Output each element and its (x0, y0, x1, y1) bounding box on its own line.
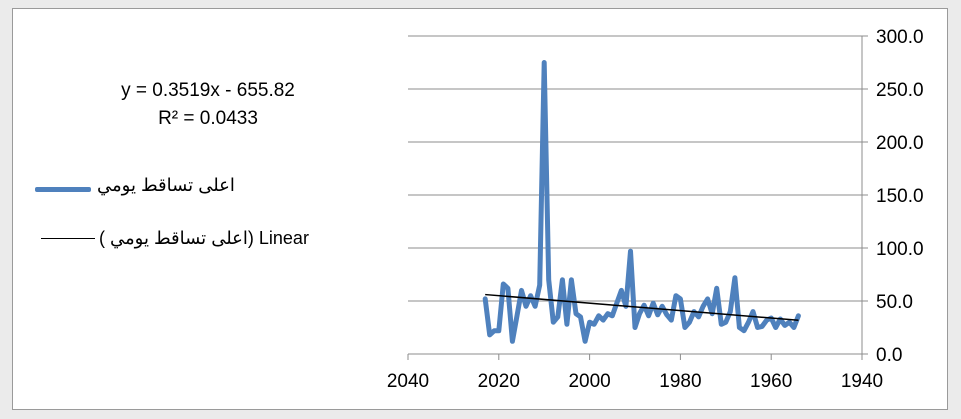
chart-area: 0.0 50.0 100.0 150.0 200.0 250.0 300.0 2040 2020… (12, 8, 948, 410)
series-line-0 (482, 60, 801, 344)
trendline (485, 293, 799, 322)
y-tick-label-1: 50.0 (876, 292, 913, 313)
legend-trend-text: ( اعلى تساقط يومي) Linear (99, 228, 309, 248)
y-tick-label-6: 300.0 (876, 27, 924, 48)
legend-series-label: اعلى تساقط يومي (97, 175, 235, 195)
x-tick-label-3: 1980 (659, 371, 701, 392)
trendline-equation: y = 0.3519x - 655.82 (121, 80, 295, 101)
plot-svg: 0.0 50.0 100.0 150.0 200.0 250.0 300.0 2040 2020… (387, 27, 924, 392)
x-tick-label-1: 2020 (478, 371, 520, 392)
trendline-r-squared: R² = 0.0433 (158, 108, 258, 129)
x-tick-label-4: 1960 (750, 371, 792, 392)
legend-trend-label: ( اعلى تساقط يومي) Linear (99, 228, 309, 249)
y-tick-label-4: 200.0 (876, 133, 924, 154)
y-tick-label-3: 150.0 (876, 186, 924, 207)
x-tick-label-0: 2040 (387, 371, 429, 392)
y-tick-label-2: 100.0 (876, 239, 924, 260)
legend-series-swatch (35, 187, 91, 192)
legend-trend-swatch (41, 238, 95, 239)
x-tick-label-2: 2000 (568, 371, 610, 392)
x-tick-label-5: 1940 (841, 371, 883, 392)
y-tick-label-0: 0.0 (876, 345, 902, 366)
y-tick-label-5: 250.0 (876, 80, 924, 101)
